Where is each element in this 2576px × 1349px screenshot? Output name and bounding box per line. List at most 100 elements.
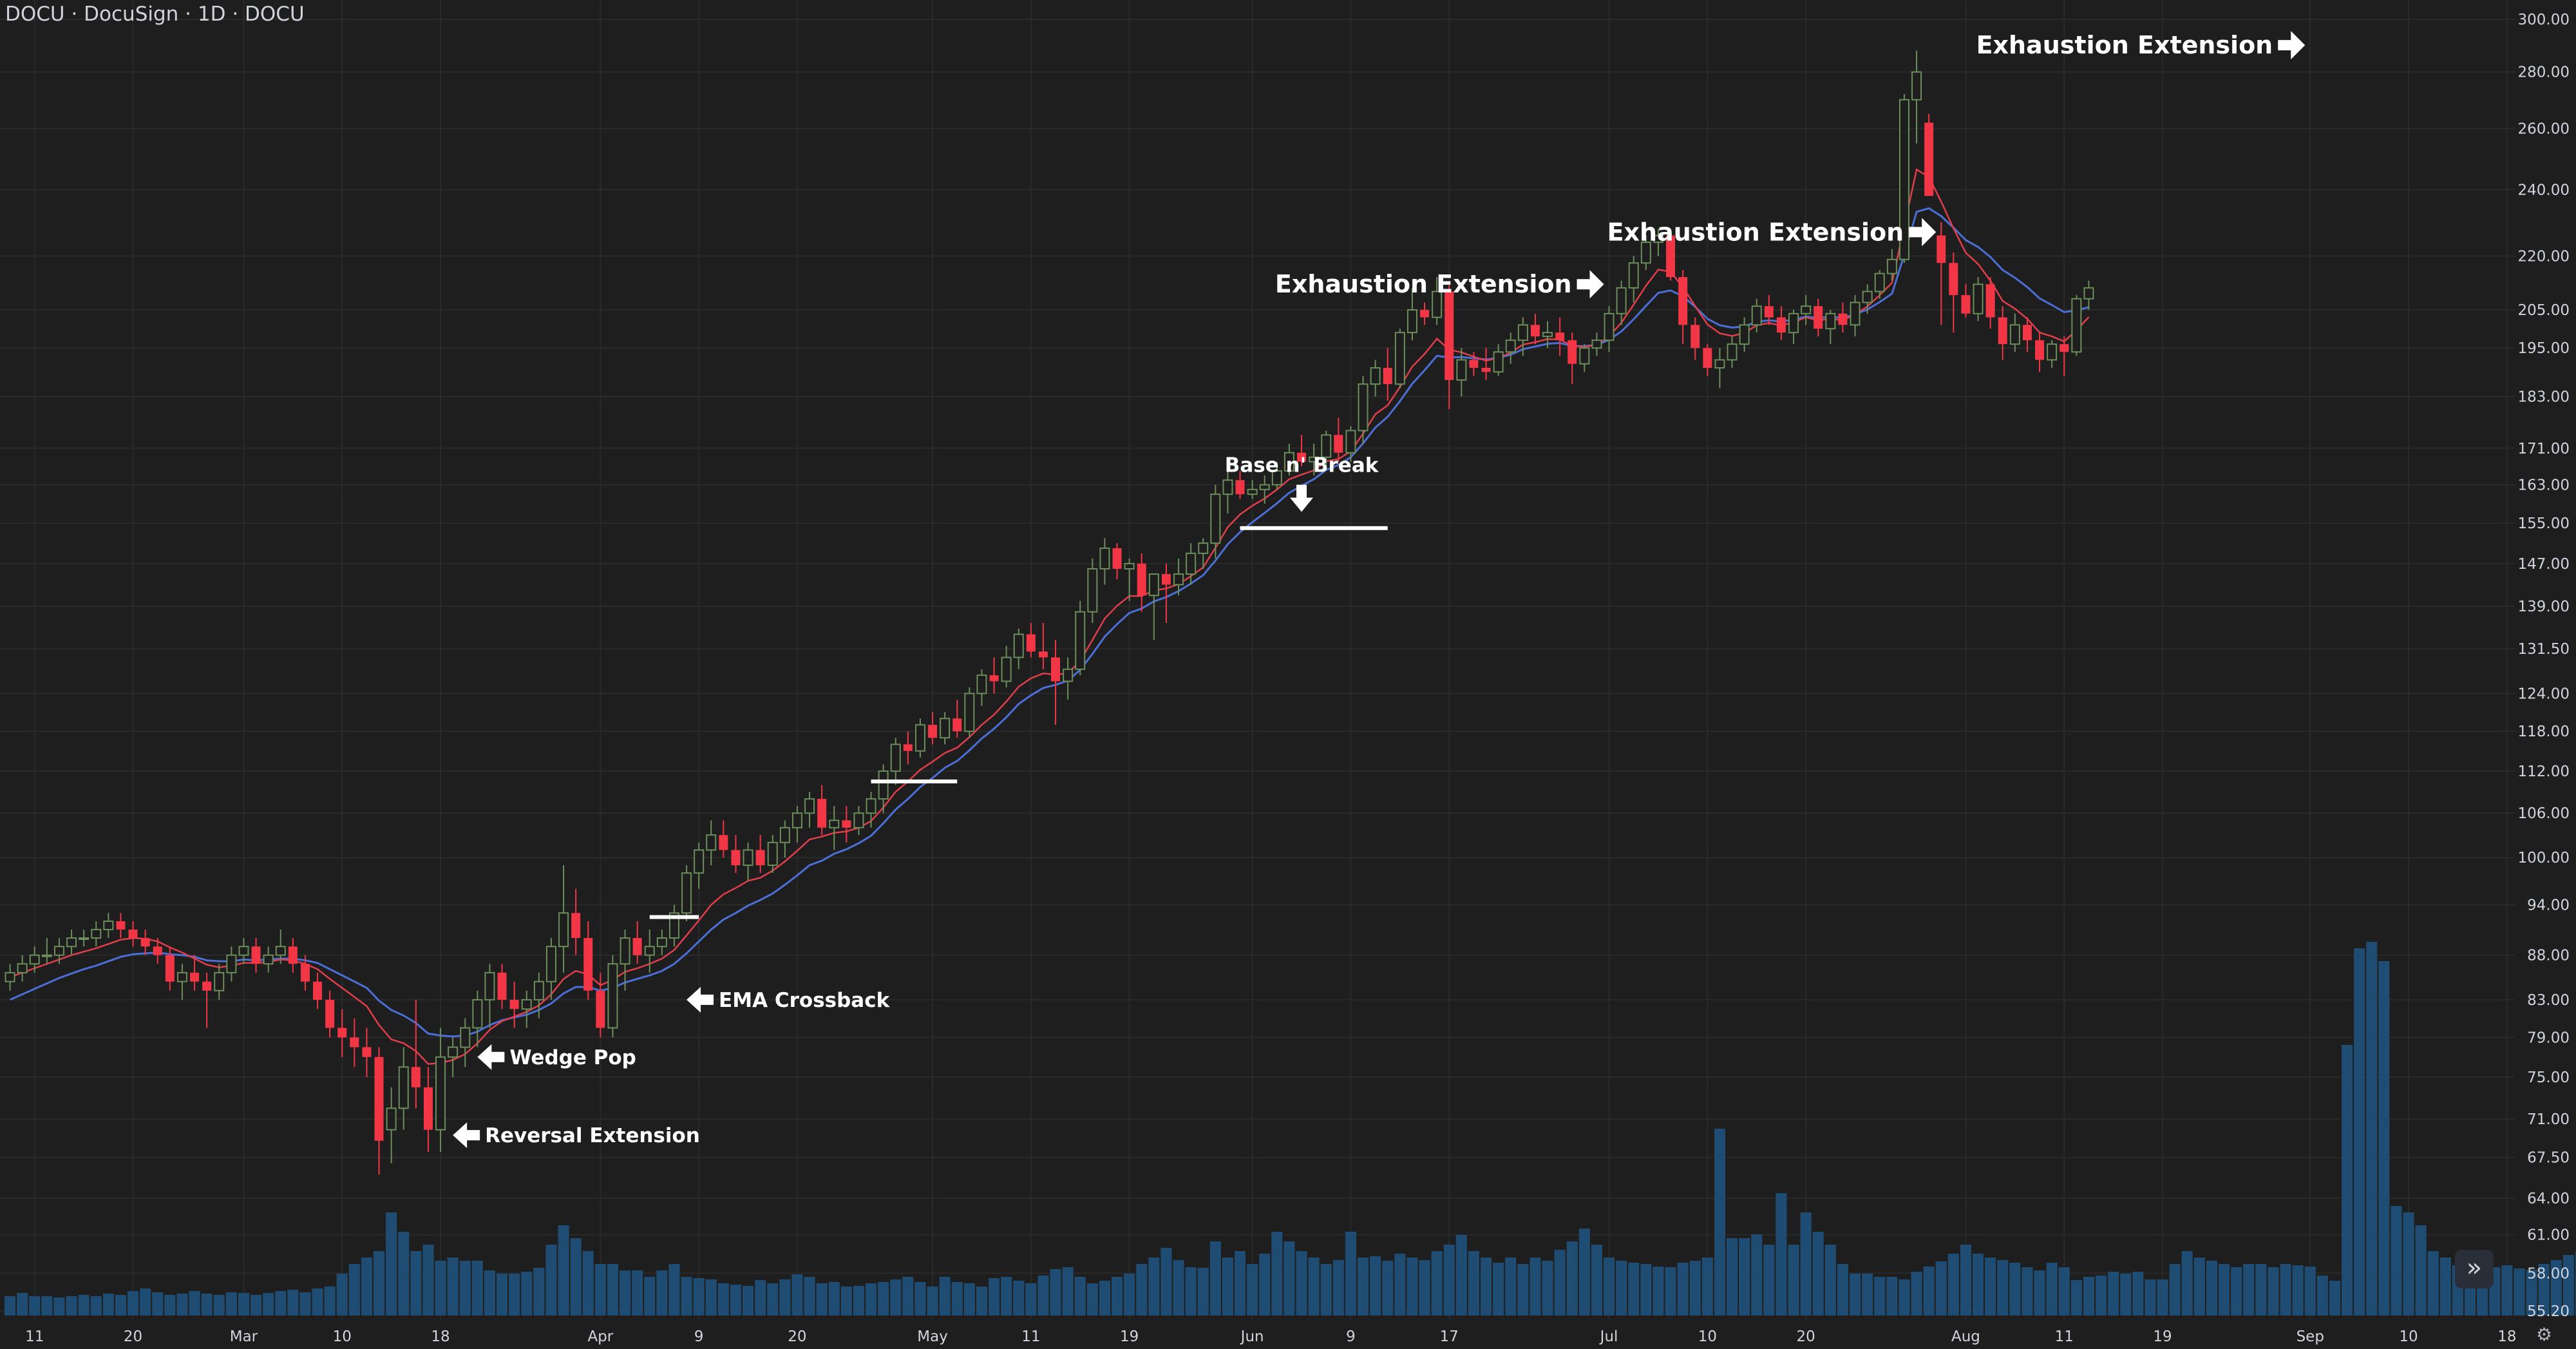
candle-body	[1394, 332, 1405, 385]
volume-bar	[1985, 1258, 1996, 1316]
volume-bar	[866, 1283, 877, 1316]
candle	[313, 972, 323, 1009]
candle	[1063, 657, 1074, 700]
candle	[1653, 229, 1663, 256]
volume-bar	[681, 1277, 692, 1316]
candle-body	[176, 971, 187, 982]
candle-body	[1862, 291, 1873, 303]
volume-bar	[620, 1270, 631, 1316]
candle	[743, 842, 753, 881]
volume-bar	[2268, 1267, 2279, 1316]
candle	[1259, 475, 1270, 504]
candle	[620, 929, 630, 991]
candle	[1937, 222, 1946, 325]
candle-body	[1937, 235, 1946, 263]
candle	[1406, 287, 1417, 341]
volume-bar	[1185, 1267, 1197, 1316]
volume-bar	[2342, 1045, 2353, 1316]
candle-body	[1383, 367, 1392, 385]
candle-body	[1063, 668, 1074, 682]
volume-bar	[1358, 1258, 1369, 1316]
candle	[1383, 348, 1392, 401]
candle	[153, 938, 162, 964]
volume-bar	[1751, 1234, 1763, 1316]
candle	[1530, 313, 1540, 345]
candle	[719, 820, 728, 858]
candle-body	[435, 1056, 446, 1131]
volume-bar	[1296, 1251, 1307, 1316]
candle-body	[2035, 340, 2045, 360]
candle-body	[719, 835, 728, 850]
volume-bar	[484, 1270, 495, 1316]
candle-body	[1579, 347, 1590, 365]
candle-body	[460, 1027, 471, 1048]
scroll-to-latest-button[interactable]: »	[2455, 1250, 2494, 1288]
candle	[300, 955, 310, 991]
candle-body	[607, 963, 618, 1029]
volume-bar	[1701, 1258, 1713, 1316]
volume-bar	[1332, 1260, 1344, 1316]
candle-body	[644, 946, 655, 956]
candle	[1247, 480, 1258, 499]
candle	[853, 806, 864, 836]
volume-bar	[435, 1261, 446, 1316]
x-tick-label: 19	[1120, 1328, 1139, 1345]
candle-body	[1493, 351, 1504, 373]
volume-bar	[213, 1295, 225, 1316]
y-tick-label: 106.00	[2518, 805, 2570, 822]
volume-bar	[607, 1264, 618, 1316]
settings-icon[interactable]: ⚙	[2536, 1324, 2553, 1345]
candle-body	[1075, 611, 1086, 670]
candle	[1751, 298, 1762, 333]
candle	[1505, 332, 1516, 364]
candle	[1850, 295, 1861, 337]
candle-body	[521, 999, 532, 1010]
candle-body	[1973, 283, 1984, 314]
y-tick-label: 155.00	[2518, 515, 2570, 532]
volume-bar	[78, 1295, 90, 1316]
candle	[2047, 340, 2058, 368]
candle-body	[374, 1057, 384, 1141]
volume-bar	[263, 1293, 274, 1316]
volume-bars	[5, 942, 2576, 1316]
volume-bar	[2231, 1267, 2242, 1316]
volume-bar	[471, 1261, 483, 1316]
candle-body	[1825, 312, 1836, 330]
candle-body	[288, 946, 298, 964]
volume-bar	[2427, 1251, 2439, 1316]
candle-body	[928, 725, 938, 738]
volume-bar	[287, 1290, 299, 1316]
volume-bar	[558, 1225, 569, 1316]
candle-body	[755, 850, 765, 866]
candle	[767, 835, 778, 874]
candle	[460, 1018, 471, 1067]
candle	[288, 938, 298, 973]
candle	[140, 929, 150, 955]
candle	[1555, 317, 1565, 356]
candle-body	[743, 849, 753, 866]
candle	[251, 938, 261, 973]
candle-body	[300, 964, 310, 982]
candle-body	[1776, 317, 1786, 333]
volume-bar	[398, 1232, 410, 1316]
candle-body	[1517, 324, 1528, 341]
volume-bar	[238, 1293, 249, 1316]
volume-bar	[1001, 1277, 1012, 1316]
candle	[1099, 538, 1110, 585]
candle	[79, 929, 90, 947]
volume-bar	[2181, 1251, 2193, 1316]
volume-bar	[1419, 1260, 1430, 1316]
volume-bar	[53, 1297, 65, 1316]
candle-body	[706, 834, 717, 851]
candle	[694, 842, 705, 889]
annotation-exhaustion-extension: Exhaustion Extension	[1275, 270, 1572, 298]
candle	[2035, 332, 2045, 372]
volume-bar	[1689, 1261, 1701, 1316]
y-tick-label: 61.00	[2527, 1227, 2570, 1244]
candle-body	[1555, 332, 1565, 341]
volume-bar	[1025, 1283, 1037, 1316]
volume-bar	[1653, 1267, 1664, 1316]
candle-body	[1653, 234, 1663, 244]
